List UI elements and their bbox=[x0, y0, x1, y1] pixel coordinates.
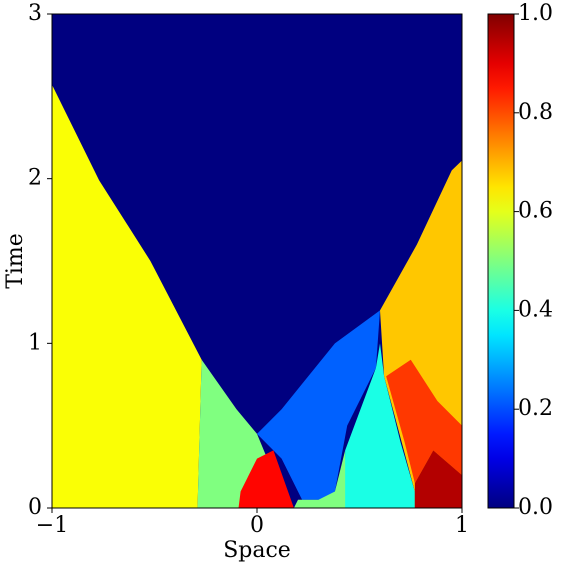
heatmap-region bbox=[293, 450, 348, 508]
colorbar-tick-label: 0.0 bbox=[518, 495, 553, 520]
colorbar-tick-label: 0.8 bbox=[518, 100, 553, 125]
y-tick-label: 0 bbox=[28, 495, 42, 520]
y-axis-title: Time bbox=[3, 233, 28, 289]
x-tick-label: 0 bbox=[250, 513, 264, 538]
heatmap-region bbox=[414, 450, 462, 508]
y-tick-label: 1 bbox=[28, 330, 42, 355]
heatmap-region bbox=[238, 450, 294, 508]
y-tick-label: 2 bbox=[28, 166, 42, 191]
heatmap-region bbox=[386, 359, 462, 484]
colorbar-tick-label: 1.0 bbox=[518, 1, 553, 26]
x-tick-label: 1 bbox=[455, 513, 469, 538]
heatmap-region bbox=[257, 310, 380, 500]
heatmap-region bbox=[345, 343, 415, 508]
x-tick-label: −1 bbox=[36, 513, 68, 538]
y-tick-label: 3 bbox=[28, 1, 42, 26]
colorbar bbox=[487, 13, 515, 509]
heatmap-region bbox=[52, 84, 202, 508]
heatmap-region bbox=[197, 359, 268, 508]
colorbar-tick-label: 0.6 bbox=[518, 199, 553, 224]
colorbar-tick-label: 0.4 bbox=[518, 297, 553, 322]
x-axis-title: Space bbox=[223, 538, 291, 563]
colorbar-tick-label: 0.2 bbox=[518, 396, 553, 421]
